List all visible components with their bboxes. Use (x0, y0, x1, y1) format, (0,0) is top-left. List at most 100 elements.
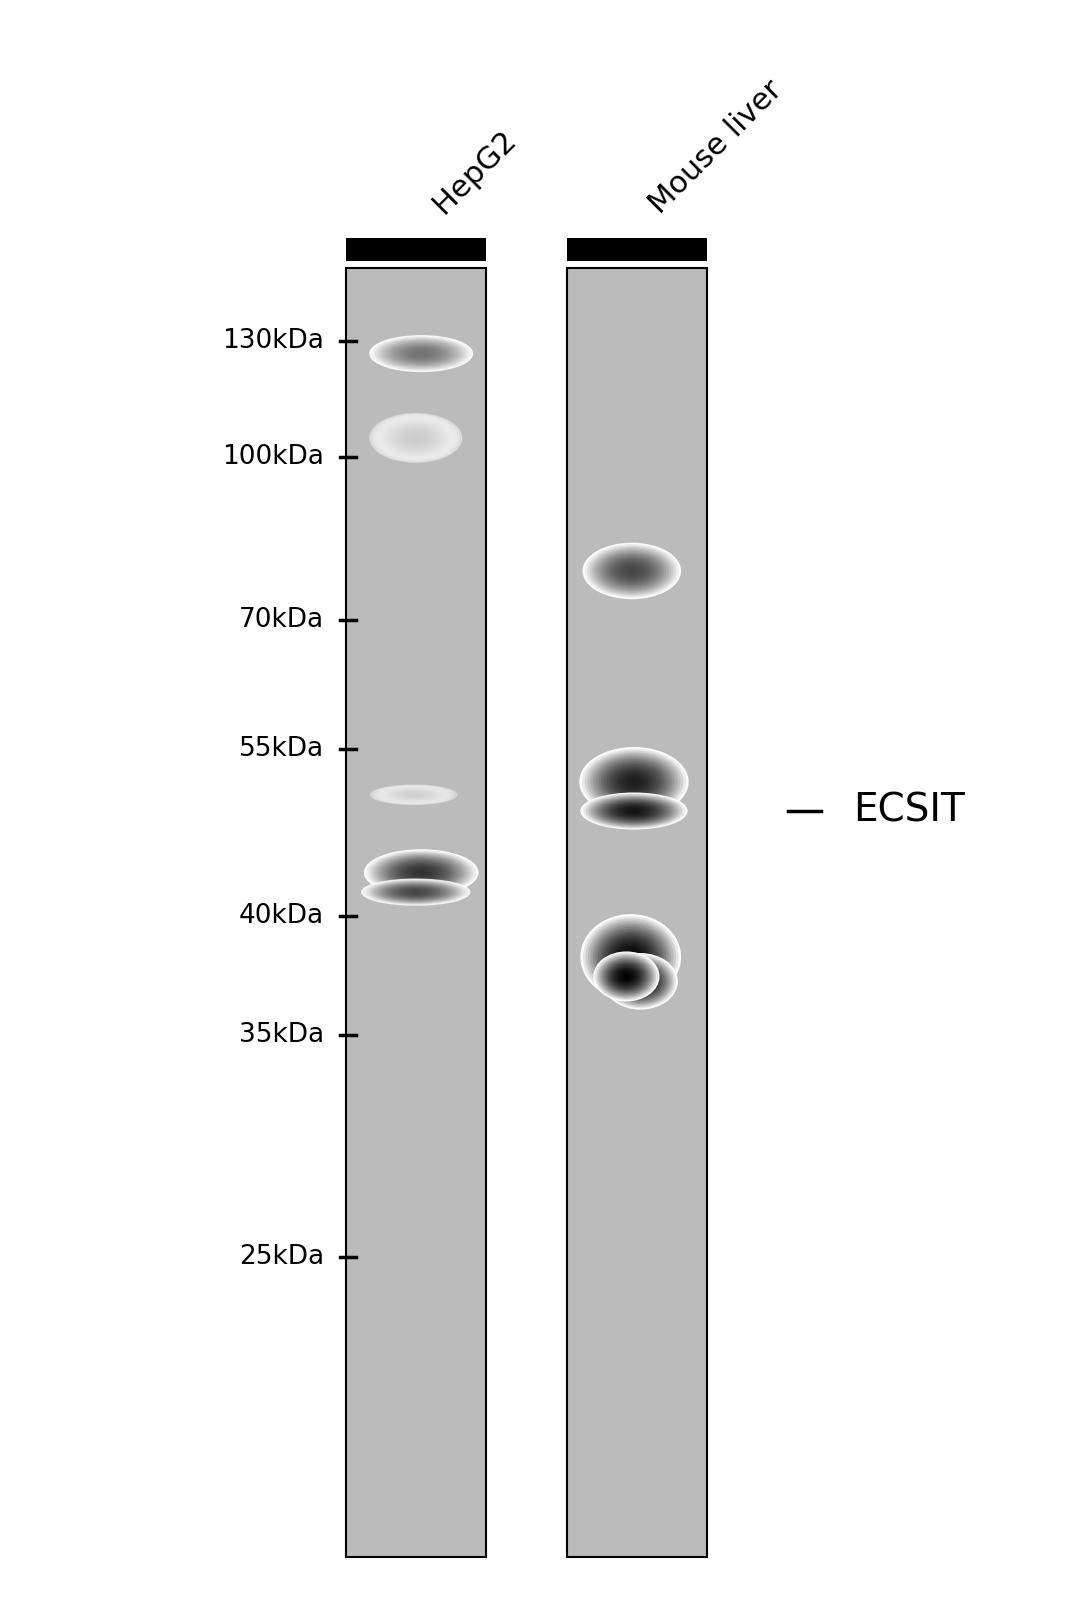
Ellipse shape (367, 881, 464, 903)
Ellipse shape (623, 775, 645, 788)
Ellipse shape (612, 560, 651, 582)
Ellipse shape (387, 886, 446, 899)
Bar (346, 268, 486, 1557)
Ellipse shape (612, 769, 656, 795)
Ellipse shape (377, 417, 455, 459)
Ellipse shape (410, 868, 432, 878)
Ellipse shape (638, 980, 643, 983)
Ellipse shape (585, 545, 678, 597)
Ellipse shape (594, 798, 674, 824)
Ellipse shape (626, 568, 637, 574)
Ellipse shape (395, 863, 447, 882)
Ellipse shape (390, 790, 437, 800)
Ellipse shape (618, 947, 643, 967)
Ellipse shape (386, 341, 457, 367)
Ellipse shape (611, 959, 670, 1004)
Ellipse shape (606, 955, 675, 1007)
Ellipse shape (599, 800, 669, 822)
Ellipse shape (413, 869, 430, 876)
Ellipse shape (408, 890, 424, 894)
Ellipse shape (583, 543, 680, 599)
Bar (567, 268, 707, 1557)
Ellipse shape (399, 863, 444, 882)
Ellipse shape (391, 342, 453, 365)
Ellipse shape (588, 547, 676, 595)
Ellipse shape (384, 858, 458, 887)
Ellipse shape (416, 352, 427, 355)
Ellipse shape (596, 928, 665, 986)
Ellipse shape (624, 975, 629, 978)
Ellipse shape (379, 856, 463, 889)
Ellipse shape (414, 350, 429, 357)
Ellipse shape (588, 753, 680, 811)
Ellipse shape (369, 414, 462, 462)
Ellipse shape (617, 563, 646, 579)
Text: 25kDa: 25kDa (239, 1244, 324, 1270)
Ellipse shape (379, 787, 448, 803)
Ellipse shape (393, 861, 449, 884)
Ellipse shape (604, 960, 649, 993)
Ellipse shape (621, 806, 647, 816)
Ellipse shape (620, 967, 661, 996)
Ellipse shape (404, 431, 428, 444)
Ellipse shape (637, 978, 644, 985)
Ellipse shape (591, 548, 673, 594)
Ellipse shape (407, 793, 420, 796)
Ellipse shape (365, 850, 477, 895)
Ellipse shape (395, 344, 447, 363)
Ellipse shape (369, 336, 473, 371)
Ellipse shape (397, 887, 434, 897)
Ellipse shape (607, 962, 646, 991)
Text: 100kDa: 100kDa (222, 444, 324, 470)
Ellipse shape (408, 349, 434, 358)
Ellipse shape (589, 796, 679, 826)
Ellipse shape (609, 963, 644, 989)
Ellipse shape (586, 920, 675, 994)
Ellipse shape (626, 808, 642, 814)
Ellipse shape (370, 785, 457, 805)
Ellipse shape (400, 430, 432, 446)
Ellipse shape (609, 959, 672, 1004)
Ellipse shape (622, 967, 659, 994)
Ellipse shape (623, 950, 638, 963)
Ellipse shape (618, 772, 650, 792)
Ellipse shape (613, 960, 667, 1002)
Ellipse shape (390, 860, 453, 886)
Text: 35kDa: 35kDa (239, 1022, 324, 1048)
Ellipse shape (376, 855, 467, 890)
Ellipse shape (379, 418, 453, 457)
Ellipse shape (625, 952, 636, 962)
Ellipse shape (367, 852, 475, 894)
Ellipse shape (630, 569, 634, 573)
Ellipse shape (409, 435, 422, 441)
Ellipse shape (604, 954, 677, 1009)
Ellipse shape (582, 749, 685, 814)
Ellipse shape (373, 853, 470, 892)
Ellipse shape (621, 949, 640, 965)
Ellipse shape (624, 968, 657, 994)
Ellipse shape (602, 761, 666, 803)
Ellipse shape (583, 795, 685, 827)
Ellipse shape (410, 350, 432, 357)
Ellipse shape (369, 881, 462, 903)
Ellipse shape (613, 942, 648, 972)
Ellipse shape (406, 433, 426, 443)
Ellipse shape (583, 916, 678, 998)
Ellipse shape (603, 800, 665, 822)
Text: Mouse liver: Mouse liver (644, 75, 788, 219)
Ellipse shape (629, 809, 639, 813)
Ellipse shape (616, 968, 637, 985)
Ellipse shape (629, 779, 639, 785)
Text: 40kDa: 40kDa (239, 903, 324, 929)
Ellipse shape (594, 952, 659, 1001)
Ellipse shape (406, 349, 436, 358)
Ellipse shape (370, 852, 472, 894)
Ellipse shape (401, 792, 427, 798)
Ellipse shape (402, 431, 430, 444)
Ellipse shape (629, 955, 633, 959)
Ellipse shape (389, 423, 444, 453)
Ellipse shape (388, 860, 456, 886)
Ellipse shape (624, 566, 639, 576)
Ellipse shape (617, 963, 664, 999)
Ellipse shape (380, 339, 462, 368)
